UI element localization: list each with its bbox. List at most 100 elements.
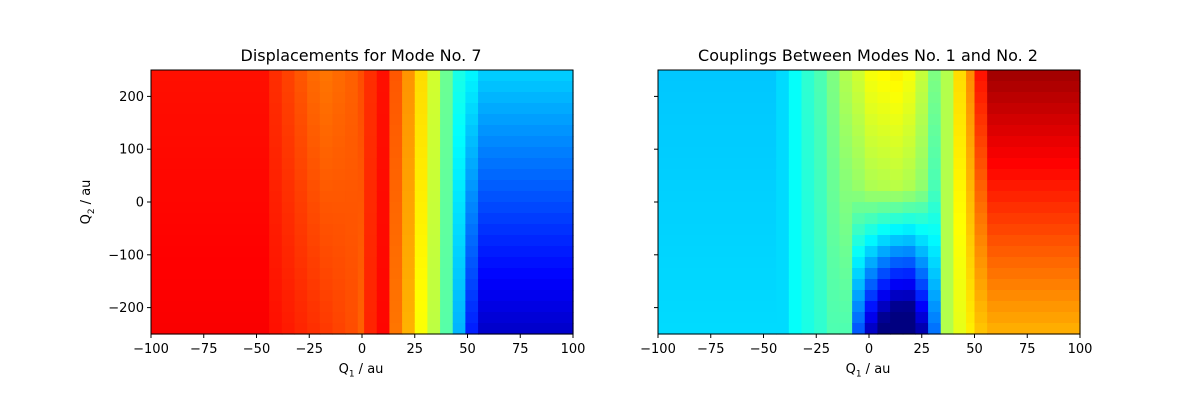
heatmap-cell: [389, 323, 403, 335]
heatmap-cell: [826, 312, 841, 324]
heatmap-cell: [826, 158, 841, 170]
heatmap-cell: [427, 279, 441, 291]
heatmap-cell: [465, 224, 479, 236]
heatmap-cell: [364, 92, 378, 104]
heatmap-cell: [427, 81, 441, 93]
heatmap-cell: [364, 70, 378, 82]
heatmap-cell: [345, 70, 359, 82]
heatmap-cell: [307, 246, 321, 258]
heatmap-cell: [332, 114, 346, 126]
left-x-axis-label: Q1 / au: [338, 362, 384, 380]
heatmap-cell: [364, 268, 378, 280]
heatmap-cell: [801, 213, 815, 225]
heatmap-cell: [345, 323, 359, 335]
heatmap-cell: [307, 81, 321, 93]
heatmap-cell: [281, 279, 296, 291]
heatmap-cell: [376, 301, 391, 313]
heatmap-cell: [826, 81, 841, 93]
heatmap-cell: [364, 81, 378, 93]
heatmap-cell: [877, 158, 891, 170]
heatmap-cell: [902, 246, 917, 258]
heatmap-cell: [402, 213, 416, 225]
heatmap-cell: [839, 103, 853, 115]
heatmap-cell: [839, 290, 853, 302]
heatmap-cell: [966, 268, 976, 280]
heatmap-cell: [376, 169, 391, 181]
heatmap-cell: [953, 125, 967, 137]
heatmap-cell: [890, 202, 904, 214]
heatmap-cell: [814, 323, 828, 335]
heatmap-cell: [864, 147, 879, 159]
heatmap-cell: [940, 158, 954, 170]
heatmap-cell: [658, 323, 777, 335]
heatmap-cell: [987, 125, 1081, 137]
heatmap-cell: [852, 301, 866, 313]
heatmap-cell: [877, 279, 891, 291]
heatmap-cell: [852, 92, 866, 104]
heatmap-cell: [364, 224, 378, 236]
heatmap-cell: [345, 103, 359, 115]
heatmap-cell: [788, 224, 803, 236]
heatmap-cell: [902, 180, 917, 192]
heatmap-cell: [281, 147, 296, 159]
heatmap-cell: [389, 147, 403, 159]
heatmap-cell: [814, 257, 828, 269]
heatmap-cell: [269, 147, 283, 159]
heatmap-cell: [877, 125, 891, 137]
heatmap-cell: [953, 136, 967, 148]
heatmap-cell: [658, 125, 777, 137]
heatmap-cell: [890, 279, 904, 291]
heatmap-cell: [826, 70, 841, 82]
heatmap-cell: [414, 202, 429, 214]
heatmap-cell: [332, 224, 346, 236]
heatmap-cell: [839, 114, 853, 126]
y-axis-label: Q2 / au: [79, 179, 97, 225]
heatmap-cell: [814, 235, 828, 247]
heatmap-cell: [281, 301, 296, 313]
heatmap-cell: [389, 202, 403, 214]
heatmap-cell: [814, 246, 828, 258]
heatmap-cell: [307, 301, 321, 313]
heatmap-cell: [966, 92, 976, 104]
heatmap-cell: [928, 246, 942, 258]
heatmap-cell: [928, 257, 942, 269]
heatmap-cell: [864, 158, 879, 170]
heatmap-cell: [788, 191, 803, 203]
heatmap-cell: [281, 202, 296, 214]
heatmap-cell: [376, 191, 391, 203]
heatmap-cell: [864, 290, 879, 302]
heatmap-cell: [890, 290, 904, 302]
heatmap-cell: [269, 235, 283, 247]
heatmap-cell: [788, 147, 803, 159]
y-tick-label: −100: [108, 248, 144, 263]
heatmap-cell: [966, 224, 976, 236]
heatmap-cell: [319, 213, 334, 225]
heatmap-cell: [915, 92, 929, 104]
x-tick-label: 50: [966, 342, 983, 357]
heatmap-cell: [877, 290, 891, 302]
heatmap-cell: [966, 257, 976, 269]
heatmap-cell: [452, 103, 466, 115]
heatmap-cell: [658, 81, 777, 93]
heatmap-cell: [852, 191, 866, 203]
heatmap-cell: [452, 70, 466, 82]
heatmap-cell: [826, 114, 841, 126]
heatmap-cell: [953, 169, 967, 181]
heatmap-cell: [902, 191, 917, 203]
heatmap-cell: [902, 224, 917, 236]
heatmap-cell: [776, 235, 790, 247]
heatmap-cell: [974, 169, 988, 181]
heatmap-cell: [987, 301, 1081, 313]
heatmap-cell: [414, 169, 429, 181]
heatmap-cell: [478, 136, 574, 148]
heatmap-cell: [801, 136, 815, 148]
heatmap-cell: [402, 103, 416, 115]
heatmap-cell: [414, 301, 429, 313]
heatmap-cell: [776, 180, 790, 192]
heatmap-cell: [452, 213, 466, 225]
heatmap-cell: [269, 114, 283, 126]
heatmap-cell: [440, 92, 454, 104]
heatmap-cell: [440, 180, 454, 192]
heatmap-cell: [452, 246, 466, 258]
heatmap-cell: [357, 246, 365, 258]
